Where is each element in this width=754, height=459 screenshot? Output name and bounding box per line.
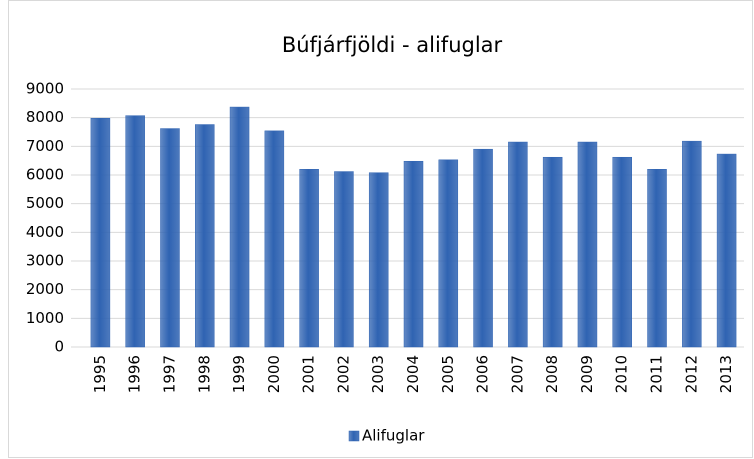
x-tick-label: 2005 [439, 355, 457, 393]
y-tick-label: 3000 [26, 252, 64, 270]
x-tick-label: 2008 [543, 355, 561, 393]
x-tick-label: 2004 [404, 355, 422, 393]
legend-swatch [348, 430, 360, 442]
x-tick-label: 2012 [682, 355, 700, 393]
x-tick-label: 2006 [474, 355, 492, 393]
x-tick-label: 1995 [91, 355, 109, 393]
y-tick-label: 1000 [26, 309, 64, 327]
bar [438, 159, 459, 348]
y-tick-label: 0 [54, 338, 64, 356]
y-tick-label: 5000 [26, 194, 64, 212]
bar [542, 156, 563, 348]
bar [508, 141, 528, 348]
x-tick-label: 2000 [265, 355, 283, 393]
bar [160, 128, 180, 348]
x-tick-label: 2001 [300, 355, 318, 393]
y-tick-label: 9000 [26, 80, 64, 98]
bar [264, 130, 285, 348]
x-tick-label: 2002 [334, 355, 352, 393]
bar [612, 156, 632, 348]
x-tick-label: 2007 [508, 355, 526, 393]
legend-label: Alifuglar [362, 427, 425, 445]
x-tick-label: 2013 [717, 355, 735, 393]
chart-title: Búfjárfjöldi - alifuglar [282, 33, 503, 57]
y-tick-label: 4000 [26, 223, 64, 241]
bar [403, 160, 424, 348]
y-tick-label: 8000 [26, 108, 64, 126]
x-tick-label: 1998 [195, 355, 213, 393]
bar [125, 115, 145, 348]
x-tick-label: 2010 [613, 355, 631, 393]
y-tick-label: 7000 [26, 137, 64, 155]
bar [229, 106, 250, 348]
bar [647, 169, 667, 348]
bar [195, 124, 215, 348]
x-tick-label: 1996 [126, 355, 144, 393]
bar [682, 140, 702, 348]
x-tick-label: 1997 [160, 355, 178, 393]
x-tick-label: 2003 [369, 355, 387, 393]
bar [299, 169, 319, 348]
bar [716, 153, 737, 348]
bar [90, 117, 111, 348]
bar [473, 148, 493, 348]
y-tick-label: 2000 [26, 280, 64, 298]
x-tick-label: 2009 [578, 355, 596, 393]
bar [368, 172, 389, 348]
x-tick-label: 2011 [648, 355, 666, 393]
bar [577, 141, 598, 348]
bar [334, 171, 354, 348]
y-tick-label: 6000 [26, 166, 64, 184]
x-tick-label: 1999 [230, 355, 248, 393]
